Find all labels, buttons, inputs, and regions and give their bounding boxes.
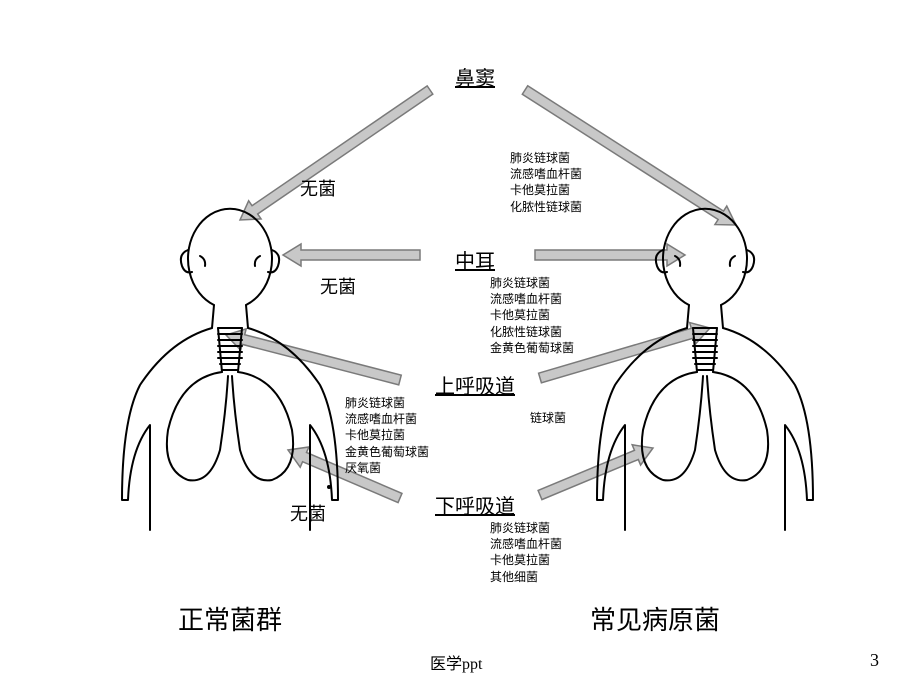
sinus-bacteria-list: 肺炎链球菌 流感嗜血杆菌 卡他莫拉菌 化脓性链球菌 [510, 150, 582, 215]
left-title: 正常菌群 [178, 600, 282, 637]
region-ear-label: 中耳 [455, 245, 495, 274]
upper-note: 链球菌 [530, 410, 566, 426]
lower-bacteria-list: 肺炎链球菌 流感嗜血杆菌 卡他莫拉菌 其他细菌 [490, 520, 562, 585]
right-title: 常见病原菌 [590, 600, 720, 637]
region-sinus-label: 鼻窦 [455, 62, 495, 91]
page-number: 3 [870, 650, 879, 671]
ear-bacteria-list: 肺炎链球菌 流感嗜血杆菌 卡他莫拉菌 化脓性链球菌 金黄色葡萄球菌 [490, 275, 574, 356]
left-lower-note: 无菌 [290, 500, 326, 526]
left-upper-list: 肺炎链球菌 流感嗜血杆菌 卡他莫拉菌 金黄色葡萄球菌 厌氧菌 [345, 395, 429, 476]
left-ear-note: 无菌 [320, 273, 356, 299]
footer-text: 医学ppt [430, 650, 482, 674]
region-upper-label: 上呼吸道 [435, 370, 515, 399]
body-figure-right [585, 200, 825, 540]
left-sinus-note: 无菌 [300, 175, 336, 201]
body-figure-left [110, 200, 350, 540]
region-lower-label: 下呼吸道 [435, 490, 515, 519]
